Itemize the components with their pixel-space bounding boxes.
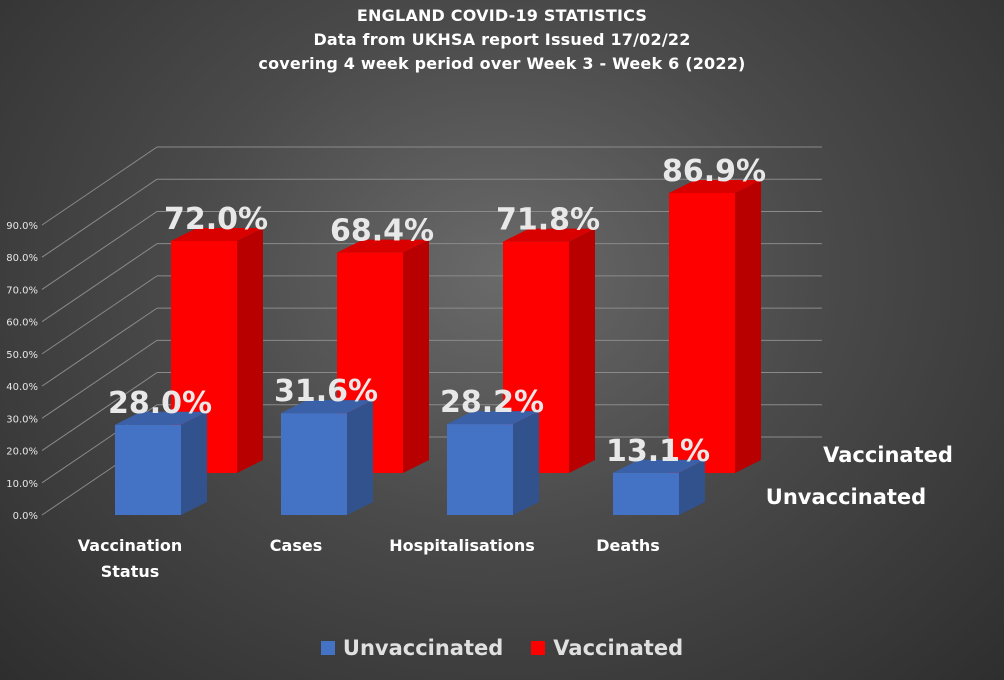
bar-front <box>613 472 679 515</box>
gridline-side <box>41 372 158 451</box>
bar <box>447 411 539 515</box>
data-label: 13.1% <box>606 434 710 469</box>
legend-swatch-unvaccinated <box>320 641 335 655</box>
data-label: 72.0% <box>164 202 268 237</box>
data-label: 71.8% <box>496 203 600 238</box>
gridline-side <box>41 275 158 355</box>
legend-label-unvaccinated: Unvaccinated <box>342 636 504 660</box>
legend-item-unvaccinated: Unvaccinated <box>320 636 504 660</box>
bar <box>669 179 761 473</box>
gridline-side <box>41 211 158 290</box>
category-label: Hospitalisations <box>389 536 535 555</box>
bar <box>613 459 705 515</box>
bar-side <box>347 400 373 515</box>
category-label: Status <box>101 562 160 581</box>
bar-front <box>447 424 513 515</box>
bar-side <box>181 411 207 515</box>
y-tick-label: 70.0% <box>6 285 38 296</box>
bar <box>115 411 207 515</box>
bar-side <box>403 239 429 473</box>
y-tick-label: 80.0% <box>6 253 38 264</box>
category-label: Cases <box>270 536 322 555</box>
category-label: Vaccination <box>78 536 182 555</box>
bar-top <box>669 179 761 193</box>
bar-top <box>281 400 373 414</box>
depth-label-vaccinated: Vaccinated <box>823 443 953 467</box>
bar-side <box>237 228 263 473</box>
depth-label-unvaccinated: Unvaccinated <box>766 485 926 509</box>
data-label: 68.4% <box>330 214 434 249</box>
gridline-side <box>41 178 158 258</box>
data-label: 86.9% <box>662 154 766 189</box>
bar-top <box>337 239 429 253</box>
bar-front <box>669 192 735 473</box>
y-axis-ticks: 0.0% 10.0% 20.0% 30.0% 40.0% 50.0% 60.0% 70.0% 8… <box>6 221 38 522</box>
y-tick-label: 50.0% <box>6 350 38 361</box>
gridline-side <box>41 243 158 323</box>
series-unvaccinated: 28.0% 31.6% 28.2% 13.1% <box>108 374 710 515</box>
bar-side <box>513 411 539 515</box>
legend-item-vaccinated: Vaccinated <box>531 636 683 660</box>
bar-front <box>281 413 347 515</box>
bar-top <box>613 459 705 473</box>
chart-title-line-1: ENGLAND COVID-19 STATISTICS <box>356 6 648 25</box>
bar-top <box>115 411 207 425</box>
y-tick-label: 20.0% <box>6 447 38 458</box>
gridline-side <box>41 307 158 387</box>
bar-top <box>447 411 539 425</box>
bar-top <box>503 228 595 242</box>
y-tick-label: 0.0% <box>13 511 38 522</box>
data-label: 28.0% <box>108 386 212 421</box>
bar <box>281 400 373 515</box>
bar-side <box>679 459 705 515</box>
legend-label-vaccinated: Vaccinated <box>553 636 684 660</box>
data-label: 28.2% <box>440 385 544 420</box>
gridline-side <box>41 146 158 226</box>
data-label: 31.6% <box>274 374 378 409</box>
y-tick-label: 10.0% <box>6 479 38 490</box>
gridline-side <box>41 339 158 419</box>
chart-title-line-2: Data from UKHSA report Issued 17/02/22 <box>313 30 691 49</box>
category-label: Deaths <box>596 536 660 555</box>
y-tick-label: 30.0% <box>6 414 38 425</box>
bar-top <box>171 228 263 241</box>
x-axis-labels: Vaccination Status Cases Hospitalisations De… <box>78 536 660 581</box>
bar-side <box>735 179 761 473</box>
y-tick-label: 40.0% <box>6 382 38 393</box>
chart-title-line-3: covering 4 week period over Week 3 - Wee… <box>258 54 746 73</box>
legend-swatch-vaccinated <box>531 641 546 655</box>
legend: Unvaccinated Vaccinated <box>0 636 1004 660</box>
bar-side <box>569 228 595 473</box>
y-tick-label: 60.0% <box>6 318 38 329</box>
bar-front <box>115 424 181 515</box>
depth-axis-labels: Vaccinated Unvaccinated <box>766 443 953 509</box>
y-tick-label: 90.0% <box>6 221 38 232</box>
